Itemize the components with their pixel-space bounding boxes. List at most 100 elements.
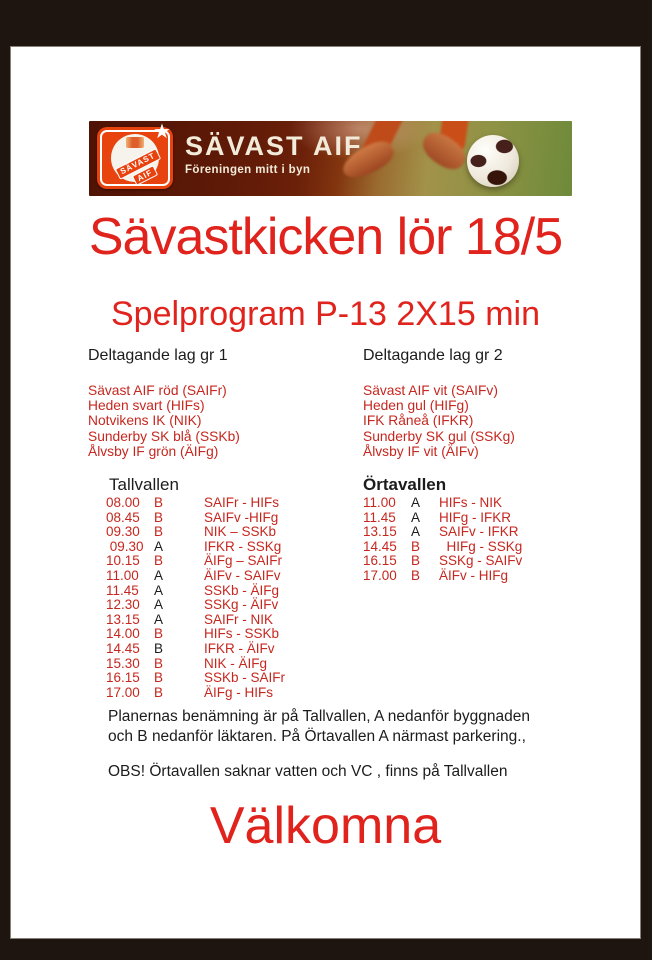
court-letter: A [411, 509, 421, 525]
schedule-ortavallen: Örtavallen 11.00 A HIFs - NIK 11.45 A HI… [363, 475, 522, 584]
schedule-row: 11.00 A ÄIFv - SAIFv [106, 567, 285, 584]
schedule-row: 12.30 A SSKg - ÄIFv [106, 598, 285, 613]
court-letter: B [154, 684, 164, 700]
closing-message: Välkomna [209, 797, 442, 855]
star-icon: ★ [153, 121, 171, 143]
schedule-row: 16.15 B SSKg - SAIFv [363, 554, 522, 569]
club-crest-icon [126, 137, 144, 148]
match-teams: HIFs - SSKb [204, 626, 280, 642]
court-letter: B [154, 640, 164, 656]
team-name: Ålvsby IF vit (ÄIFv) [363, 443, 479, 459]
schedule-row: 08.00 B SAIFr - HIFs [106, 495, 285, 511]
soccer-ball-icon [467, 135, 519, 187]
schedule-row: 14.45 B IFKR - ÄIFv [106, 640, 285, 657]
team-name: Sävast AIF röd (SAIFr) [88, 383, 227, 398]
group-1: Deltagande lag gr 1 Sävast AIF röd (SAIF… [88, 347, 240, 459]
court-letter: B [154, 495, 164, 510]
court-letter: B [154, 524, 164, 540]
match-teams: SSKb - SAIFr [204, 670, 286, 686]
match-teams: SSKb - ÄIFg [204, 582, 280, 598]
note-plan-line2: och B nedanför läktaren. På Örtavallen A… [108, 727, 526, 745]
match-teams: IFKR - SSKg [204, 538, 282, 554]
schedule-row: 11.45 A HIFg - IFKR [363, 509, 522, 526]
match-time: 10.15 [106, 553, 140, 569]
schedule-row: 14.00 B HIFs - SSKb [106, 627, 285, 642]
match-teams: ÄIFv - SAIFv [204, 567, 281, 583]
match-time: 08.00 [106, 495, 140, 510]
team-name: Sunderby SK blå (SSKb) [88, 428, 240, 444]
court-letter: A [154, 582, 164, 598]
group-1-heading: Deltagande lag gr 1 [88, 347, 228, 364]
match-teams: SAIFv - IFKR [439, 524, 519, 540]
court-letter: A [154, 597, 164, 613]
court-letter: B [154, 509, 164, 525]
match-teams: HIFg - IFKR [439, 509, 512, 525]
court-letter: A [154, 538, 164, 554]
court-letter: B [411, 553, 421, 569]
match-teams: SAIFr - HIFs [204, 495, 279, 510]
page-subtitle: Spelprogram P-13 2X15 min [110, 295, 540, 333]
match-teams: SSKg - ÄIFv [204, 597, 279, 613]
team-name: Notvikens IK (NIK) [88, 413, 202, 429]
match-teams: SSKg - SAIFv [439, 553, 523, 569]
schedule-row: 09.30 B NIK – SSKb [106, 525, 285, 540]
schedule-row: 11.00 A HIFs - NIK [363, 495, 522, 511]
match-time: 14.45 [106, 640, 140, 656]
court-letter: B [154, 670, 164, 686]
match-time: 13.15 [106, 611, 140, 627]
court-letter: A [154, 567, 164, 583]
court-letter: B [411, 567, 421, 583]
court-letter: B [154, 655, 164, 671]
match-teams: SAIFr - NIK [204, 611, 274, 627]
venue-heading: Tallvallen [109, 475, 179, 494]
match-teams: NIK – SSKb [204, 524, 277, 540]
schedule-row: 13.15 A SAIFv - IFKR [363, 525, 522, 540]
match-teams: NIK - ÄIFg [204, 655, 268, 671]
club-logo-shield: SÄVAST AIF [111, 134, 162, 186]
group-2-heading: Deltagande lag gr 2 [363, 347, 503, 364]
match-time: 12.30 [106, 597, 140, 613]
team-name: Heden svart (HIFs) [88, 398, 205, 414]
match-time: 14.45 [363, 538, 397, 554]
schedule-row: 09.30 A IFKR - SSKg [106, 538, 285, 555]
match-time: 17.00 [106, 684, 140, 700]
match-time: 17.00 [363, 567, 397, 583]
match-time: 11.45 [363, 509, 396, 525]
match-teams: HIFs - NIK [439, 495, 502, 510]
group-2: Deltagande lag gr 2 Sävast AIF vit (SAIF… [363, 347, 515, 459]
team-name: Heden gul (HIFg) [363, 398, 469, 414]
notes: Planernas benämning är på Tallvallen, A … [108, 707, 598, 782]
court-letter: B [411, 538, 421, 554]
match-time: 11.00 [106, 567, 139, 583]
group-1-team-list: Sävast AIF röd (SAIFr) Heden svart (HIFs)… [88, 383, 240, 459]
match-time: 09.30 [106, 538, 144, 554]
flyer-page: SÄVAST AIF ★ SÄVAST AIF Föreningen mitt … [10, 46, 641, 939]
match-time: 08.45 [106, 509, 140, 525]
schedule-row: 16.15 B SSKb - SAIFr [106, 671, 285, 686]
match-time: 15.30 [106, 655, 140, 671]
court-letter: A [411, 495, 421, 510]
court-letter: A [154, 611, 164, 627]
schedule-row: 11.45 A SSKb - ÄIFg [106, 582, 285, 599]
match-teams: ÄIFg - HIFs [204, 684, 274, 700]
note-obs: OBS! Örtavallen saknar vatten och VC , f… [108, 763, 508, 780]
match-time: 11.45 [106, 582, 139, 598]
schedule-row: 08.45 B SAIFv -HIFg [106, 509, 285, 526]
club-name: SÄVAST AIF [185, 131, 363, 161]
schedule-row: 17.00 B ÄIFv - HIFg [363, 567, 522, 584]
venue-heading: Örtavallen [363, 475, 447, 494]
schedule-tallvallen: Tallvallen 08.00 B SAIFr - HIFs 08.45 B … [106, 475, 285, 700]
note-plan-line1: Planernas benämning är på Tallvallen, A … [108, 708, 530, 725]
schedule-row: 15.30 B NIK - ÄIFg [106, 655, 285, 672]
match-time: 09.30 [106, 524, 140, 540]
club-banner: SÄVAST AIF ★ SÄVAST AIF Föreningen mitt … [89, 121, 572, 196]
match-teams: SAIFv -HIFg [204, 509, 279, 525]
team-name: IFK Råneå (IFKR) [363, 413, 474, 429]
match-time: 13.15 [363, 524, 397, 540]
match-teams: ÄIFg – SAIFr [204, 553, 283, 569]
court-letter: B [154, 626, 164, 642]
group-2-team-list: Sävast AIF vit (SAIFv) Heden gul (HIFg) IF… [363, 383, 515, 459]
schedule-row: 14.45 B HIFg - SSKg [363, 538, 522, 555]
match-time: 16.15 [363, 553, 397, 569]
